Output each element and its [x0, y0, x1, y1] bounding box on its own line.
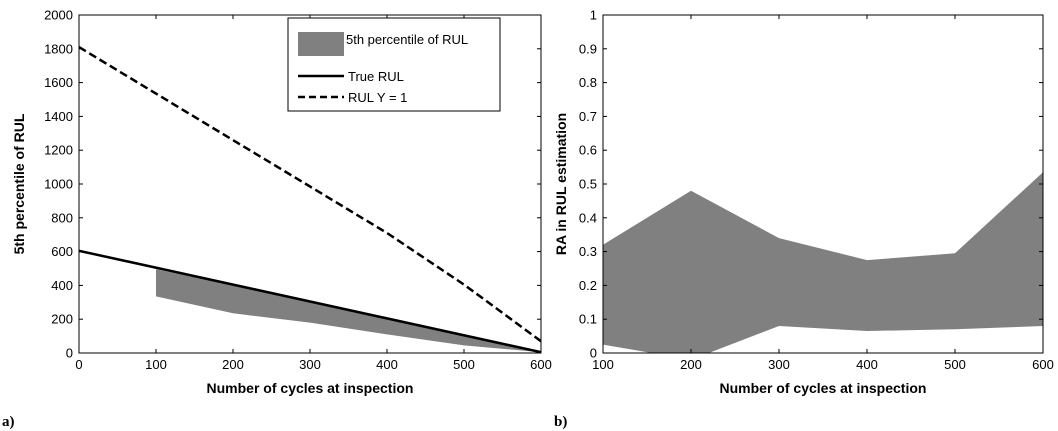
x-tick-label: 300 — [299, 357, 321, 372]
y-tick-label: 1800 — [44, 41, 73, 56]
y-tick-label: 0.5 — [579, 177, 597, 192]
x-tick-label: 500 — [453, 357, 475, 372]
x-tick-label: 600 — [1032, 357, 1054, 372]
y-tick-label: 0.4 — [579, 210, 597, 225]
legend-label-rul-y1: RUL Y = 1 — [348, 90, 407, 105]
x-tick-label: 400 — [856, 357, 878, 372]
y-tick-label: 400 — [51, 278, 73, 293]
panel-label-b: b) — [554, 414, 567, 430]
y-axis-label-right: RA in RUL estimation — [553, 113, 569, 255]
y-tick-label: 1 — [590, 8, 597, 23]
y-tick-label: 1200 — [44, 143, 73, 158]
y-tick-label: 0 — [66, 346, 73, 361]
x-axis-label-left: Number of cycles at inspection — [207, 380, 414, 396]
series-line-true-rul — [79, 249, 541, 353]
y-tick-label: 800 — [51, 210, 73, 225]
series-line-rul-y1 — [79, 46, 541, 343]
chart-rul-percentile: 0 100 200 300 400 500 600 0 200 400 600 800 1000 1200… — [11, 8, 552, 397]
y-tick-label: 0.7 — [579, 109, 597, 124]
y-tick-label: 0.3 — [579, 244, 597, 259]
legend: 5th percentile of RUL True RUL RUL Y = 1 — [287, 17, 501, 112]
legend-swatch-band — [298, 32, 344, 56]
x-axis-label-right: Number of cycles at inspection — [720, 380, 927, 396]
x-tick-label: 200 — [680, 357, 702, 372]
legend-label-band: 5th percentile of RUL — [346, 32, 468, 47]
band-area-1 — [603, 172, 1043, 353]
x-tick-label: 200 — [222, 357, 244, 372]
y-tick-label: 0.6 — [579, 143, 597, 158]
x-tick-label: 100 — [145, 357, 167, 372]
x-tick-label: 500 — [944, 357, 966, 372]
y-tick-label: 1400 — [44, 109, 73, 124]
y-tick-label: 1000 — [44, 177, 73, 192]
x-tick-label: 400 — [376, 357, 398, 372]
y-tick-label: 1600 — [44, 75, 73, 90]
y-tick-label: 2000 — [44, 8, 73, 23]
x-tick-label: 0 — [75, 357, 82, 372]
x-tick-label: 100 — [592, 357, 614, 372]
y-tick-label: 200 — [51, 312, 73, 327]
chart-ra-rul-estimation: 100 200 300 400 500 600 0 0.1 0.2 0.3 0.4 0.5 0.6 0.7… — [553, 8, 1054, 397]
panel-label-a: a) — [2, 414, 15, 430]
x-tick-label: 600 — [530, 357, 552, 372]
y-tick-label: 0.2 — [579, 278, 597, 293]
y-tick-label: 0.9 — [579, 41, 597, 56]
y-tick-label: 0.1 — [579, 312, 597, 327]
y-axis-label-left: 5th percentile of RUL — [11, 113, 27, 254]
y-tick-label: 0.8 — [579, 75, 597, 90]
legend-label-true-rul: True RUL — [348, 69, 404, 84]
y-tick-label: 0 — [590, 346, 597, 361]
y-tick-label: 600 — [51, 244, 73, 259]
x-tick-label: 300 — [768, 357, 790, 372]
